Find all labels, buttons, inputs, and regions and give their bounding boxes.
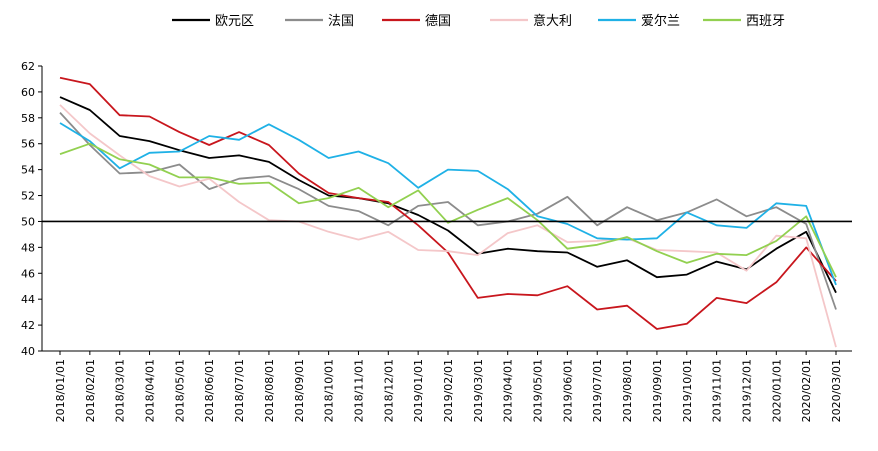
legend-item: 德国 [382,14,451,29]
y-tick-label: 52 [21,190,35,203]
series-line-法国 [59,111,837,310]
series-line-欧元区 [59,96,837,294]
y-tick-label: 40 [21,345,35,358]
y-axis: 40 42 44 46 48 50 52 54 56 58 60 62 [21,60,43,358]
x-tick-label: 2018/05/01 [173,359,186,422]
legend: 欧元区 法国 德国 意大利 爱尔兰 西班牙 [172,13,785,29]
y-tick-label: 58 [21,112,35,125]
legend-item: 意大利 [490,13,572,29]
series-line-意大利 [59,104,837,348]
legend-label: 欧元区 [215,14,254,29]
x-tick-label: 2019/12/01 [740,359,753,422]
x-tick-label: 2018/04/01 [144,359,157,422]
x-tick-label: 2019/03/01 [472,359,485,422]
legend-item: 欧元区 [172,14,254,29]
x-tick-label: 2020/03/01 [830,359,843,422]
x-tick-label: 2020/02/01 [800,359,813,422]
x-tick-label: 2019/07/01 [591,359,604,422]
x-tick-label: 2019/08/01 [621,359,634,422]
x-tick-label: 2018/06/01 [203,359,216,422]
legend-label: 意大利 [533,13,572,29]
legend-item: 法国 [285,14,354,29]
y-tick-label: 54 [21,164,35,177]
y-tick-label: 48 [21,241,35,254]
legend-item: 爱尔兰 [598,14,680,29]
legend-label: 爱尔兰 [641,14,680,29]
y-tick-label: 44 [21,293,35,306]
y-tick-label: 60 [21,86,35,99]
x-tick-label: 2019/02/01 [442,359,455,422]
x-tick-label: 2019/01/01 [412,359,425,422]
y-tick-label: 62 [21,60,35,73]
x-tick-label: 2018/01/01 [54,359,67,422]
x-tick-label: 2018/03/01 [114,359,127,422]
x-tick-label: 2019/04/01 [502,359,515,422]
series-line-德国 [59,76,837,330]
legend-item: 西班牙 [703,14,785,29]
y-tick-label: 50 [21,215,35,228]
x-tick-label: 2018/10/01 [323,359,336,422]
x-tick-label: 2019/06/01 [561,359,574,422]
legend-label: 德国 [425,14,451,29]
x-tick-label: 2018/11/01 [352,359,365,422]
y-tick-label: 56 [21,138,35,151]
series-line-爱尔兰 [59,122,837,286]
x-tick-label: 2018/08/01 [263,359,276,422]
x-tick-label: 2019/11/01 [711,359,724,422]
x-tick-label: 2018/02/01 [84,359,97,422]
x-axis: 2018/01/01 2018/02/01 2018/03/01 2018/04/01… [42,350,852,422]
series-line-西班牙 [59,142,837,278]
legend-label: 法国 [328,14,354,29]
x-tick-label: 2019/05/01 [532,359,545,422]
x-tick-label: 2018/07/01 [233,359,246,422]
x-tick-label: 2018/12/01 [382,359,395,422]
y-tick-label: 42 [21,319,35,332]
x-tick-label: 2019/09/01 [651,359,664,422]
y-tick-label: 46 [21,267,35,280]
legend-label: 西班牙 [746,14,785,29]
x-tick-label: 2018/09/01 [293,359,306,422]
x-tick-label: 2020/01/01 [770,359,783,422]
x-tick-label: 2019/10/01 [681,359,694,422]
series-lines [59,76,837,348]
